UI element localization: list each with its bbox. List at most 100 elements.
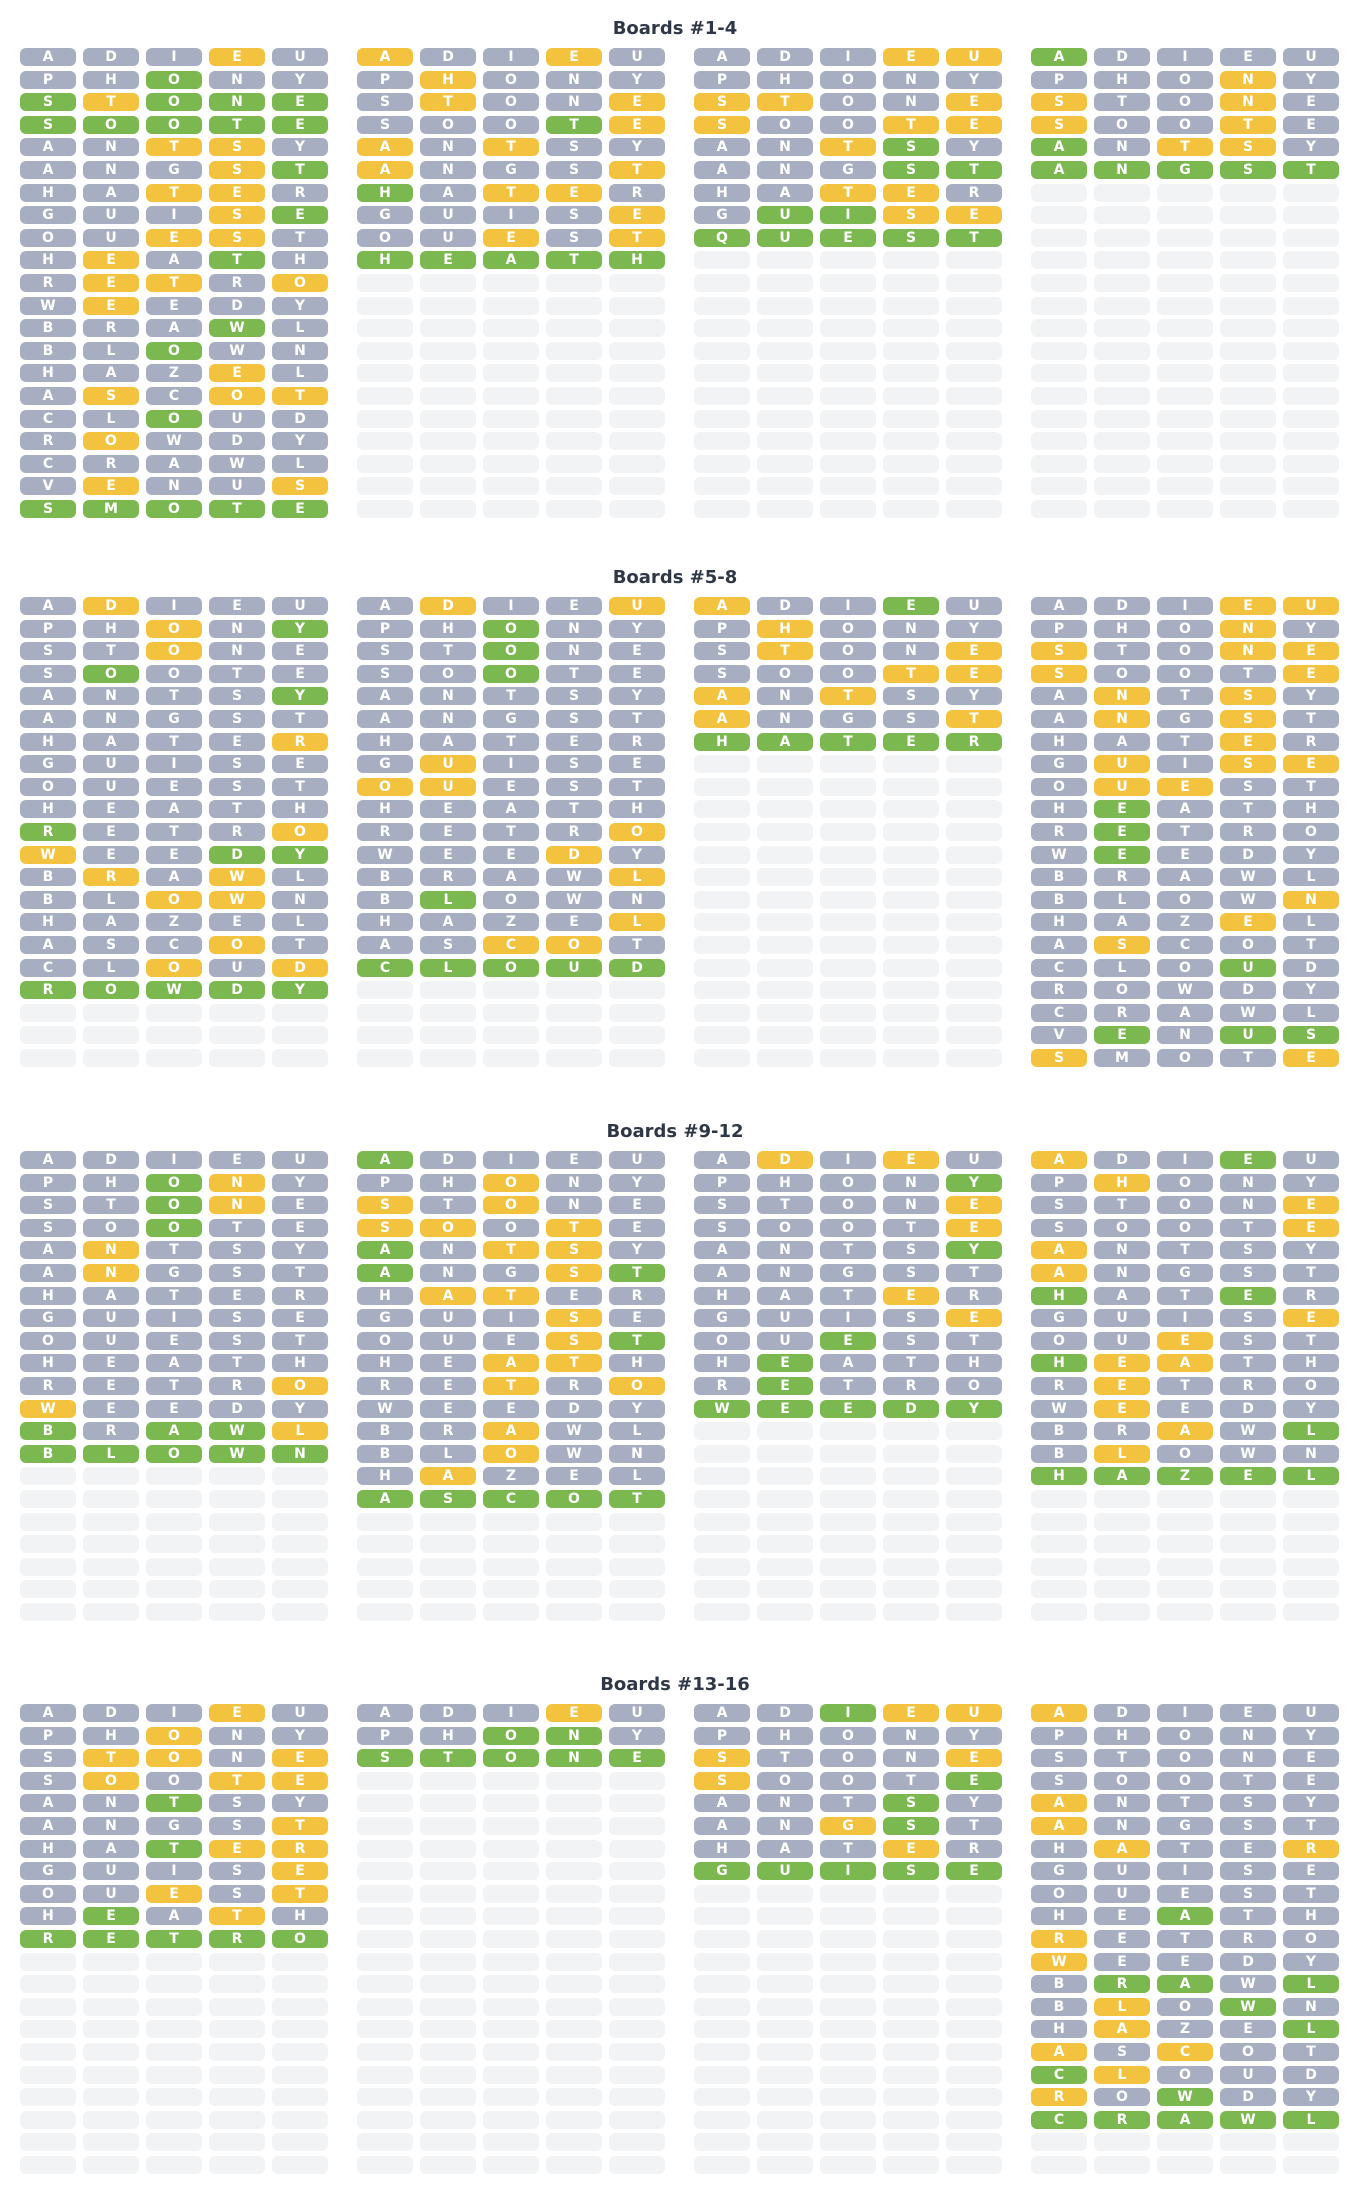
letter-tile: E (1094, 1930, 1150, 1948)
letter-tile: H (1031, 913, 1087, 931)
empty-tile (1220, 2133, 1276, 2151)
empty-tile (83, 1558, 139, 1576)
letter-tile: S (694, 1749, 750, 1767)
empty-tile (146, 2156, 202, 2174)
empty-row (357, 1026, 666, 1044)
letter-tile: O (483, 642, 539, 660)
letter-tile: S (1220, 1885, 1276, 1903)
letter-tile: P (357, 1174, 413, 1192)
empty-tile (357, 1998, 413, 2016)
empty-row (20, 1580, 329, 1598)
letter-tile: T (272, 936, 328, 954)
letter-tile: D (209, 981, 265, 999)
empty-tile (694, 1049, 750, 1067)
letter-tile: O (1283, 1930, 1339, 1948)
empty-row (694, 1580, 1003, 1598)
letter-tile: H (1031, 1354, 1087, 1372)
empty-tile (546, 981, 602, 999)
letter-tile: O (1031, 1332, 1087, 1350)
letter-tile: S (209, 1862, 265, 1880)
letter-tile: H (1283, 800, 1339, 818)
letter-tile: S (1031, 1749, 1087, 1767)
letter-tile: S (883, 1794, 939, 1812)
letter-tile: E (1283, 642, 1339, 660)
letter-tile: S (694, 665, 750, 683)
letter-tile: O (83, 665, 139, 683)
empty-tile (609, 1558, 665, 1576)
empty-tile (546, 1930, 602, 1948)
empty-tile (883, 455, 939, 473)
letter-tile: E (146, 846, 202, 864)
letter-tile: T (146, 1794, 202, 1812)
empty-tile (483, 1840, 539, 1858)
empty-row (357, 297, 666, 315)
letter-tile: R (1094, 868, 1150, 886)
empty-tile (357, 1004, 413, 1022)
empty-tile (946, 2156, 1002, 2174)
empty-tile (420, 2133, 476, 2151)
letter-tile: O (1157, 1998, 1213, 2016)
empty-row (1031, 2133, 1340, 2151)
letter-tile: D (757, 1704, 813, 1722)
letter-tile: T (483, 1241, 539, 1259)
empty-tile (483, 387, 539, 405)
empty-tile (357, 1817, 413, 1835)
group-title: Boards #5-8 (612, 567, 738, 588)
empty-tile (483, 1513, 539, 1531)
empty-tile (757, 1998, 813, 2016)
letter-tile: E (946, 1749, 1002, 1767)
letter-tile: L (609, 913, 665, 931)
letter-tile: E (609, 642, 665, 660)
letter-tile: E (609, 1219, 665, 1237)
letter-tile: H (1031, 1907, 1087, 1925)
letter-tile: R (1220, 823, 1276, 841)
letter-tile: O (272, 823, 328, 841)
letter-tile: S (20, 665, 76, 683)
empty-tile (357, 1930, 413, 1948)
letter-tile: T (546, 1219, 602, 1237)
letter-tile: S (209, 687, 265, 705)
letter-tile: T (609, 778, 665, 796)
letter-tile: H (357, 800, 413, 818)
empty-tile (757, 800, 813, 818)
letter-tile: R (1031, 981, 1087, 999)
letter-tile: R (946, 1287, 1002, 1305)
empty-tile (546, 1907, 602, 1925)
empty-tile (820, 2088, 876, 2106)
letter-tile: R (1094, 1975, 1150, 1993)
letter-tile: U (609, 48, 665, 66)
letter-tile: R (20, 274, 76, 292)
empty-tile (757, 1953, 813, 1971)
empty-row (694, 1513, 1003, 1531)
empty-tile (272, 2111, 328, 2129)
empty-tile (420, 981, 476, 999)
empty-tile (83, 1580, 139, 1598)
letter-tile: A (357, 597, 413, 615)
letter-tile: U (1283, 1704, 1339, 1722)
letter-tile: O (83, 1772, 139, 1790)
letter-tile: O (146, 1445, 202, 1463)
letter-tile: O (1220, 936, 1276, 954)
empty-tile (272, 1953, 328, 1971)
letter-tile: G (146, 1264, 202, 1282)
letter-tile: L (420, 959, 476, 977)
letter-tile: A (420, 913, 476, 931)
empty-tile (883, 2020, 939, 2038)
letter-tile: W (1220, 1004, 1276, 1022)
empty-tile (820, 319, 876, 337)
empty-tile (1283, 342, 1339, 360)
empty-row (357, 342, 666, 360)
empty-tile (20, 2020, 76, 2038)
